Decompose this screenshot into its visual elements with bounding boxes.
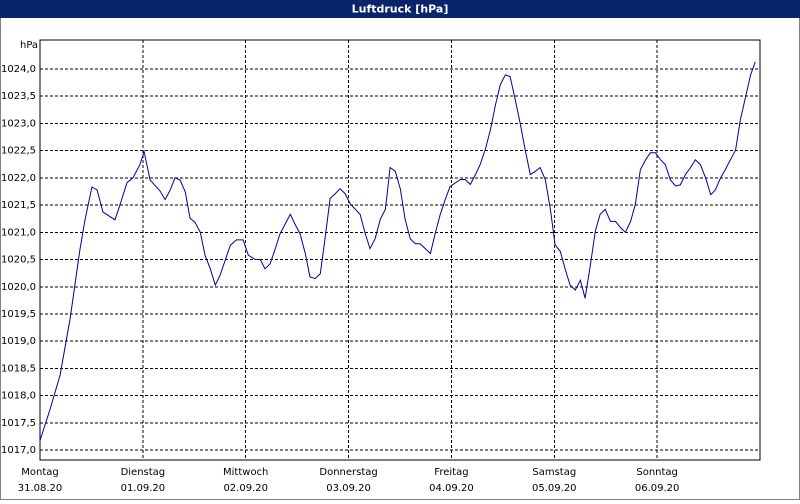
y-tick-label: 1019,0 [1,336,36,347]
y-tick-label: 1022,0 [1,173,36,184]
chart-title: Luftdruck [hPa] [352,3,449,16]
title-bar [0,0,800,18]
x-tick-label: Dienstag [121,467,166,478]
x-tick-label: Freitag [434,467,468,478]
y-tick-label: 1023,5 [1,91,36,102]
y-tick-label: 1020,5 [1,255,36,266]
x-tick-label: Samstag [532,467,576,478]
x-tick-label: Mittwoch [223,467,268,478]
x-tick-date: 03.09.20 [326,483,371,494]
y-tick-label: 1019,5 [1,309,36,320]
x-tick-date: 05.09.20 [532,483,577,494]
y-tick-label: 1023,0 [1,118,36,129]
x-tick-date: 06.09.20 [635,483,680,494]
y-tick-label: 1017,5 [1,418,36,429]
x-tick-label: Sonntag [636,467,678,478]
y-tick-label: 1018,5 [1,363,36,374]
y-tick-label: 1024,0 [1,64,36,75]
y-tick-label: 1021,0 [1,227,36,238]
x-tick-label: Montag [21,467,58,478]
y-tick-label: 1018,0 [1,391,36,402]
y-tick-label: 1021,5 [1,200,36,211]
x-tick-date: 31.08.20 [18,483,63,494]
plot-area [39,39,761,461]
y-unit: hPa [20,40,38,51]
data-line [39,61,756,441]
x-tick-date: 01.09.20 [121,483,166,494]
y-tick-label: 1022,5 [1,146,36,157]
x-tick-label: Donnerstag [319,467,377,478]
y-tick-label: 1020,0 [1,282,36,293]
x-tick-date: 04.09.20 [429,483,474,494]
x-tick-date: 02.09.20 [223,483,268,494]
y-tick-label: 1017,0 [1,445,36,456]
